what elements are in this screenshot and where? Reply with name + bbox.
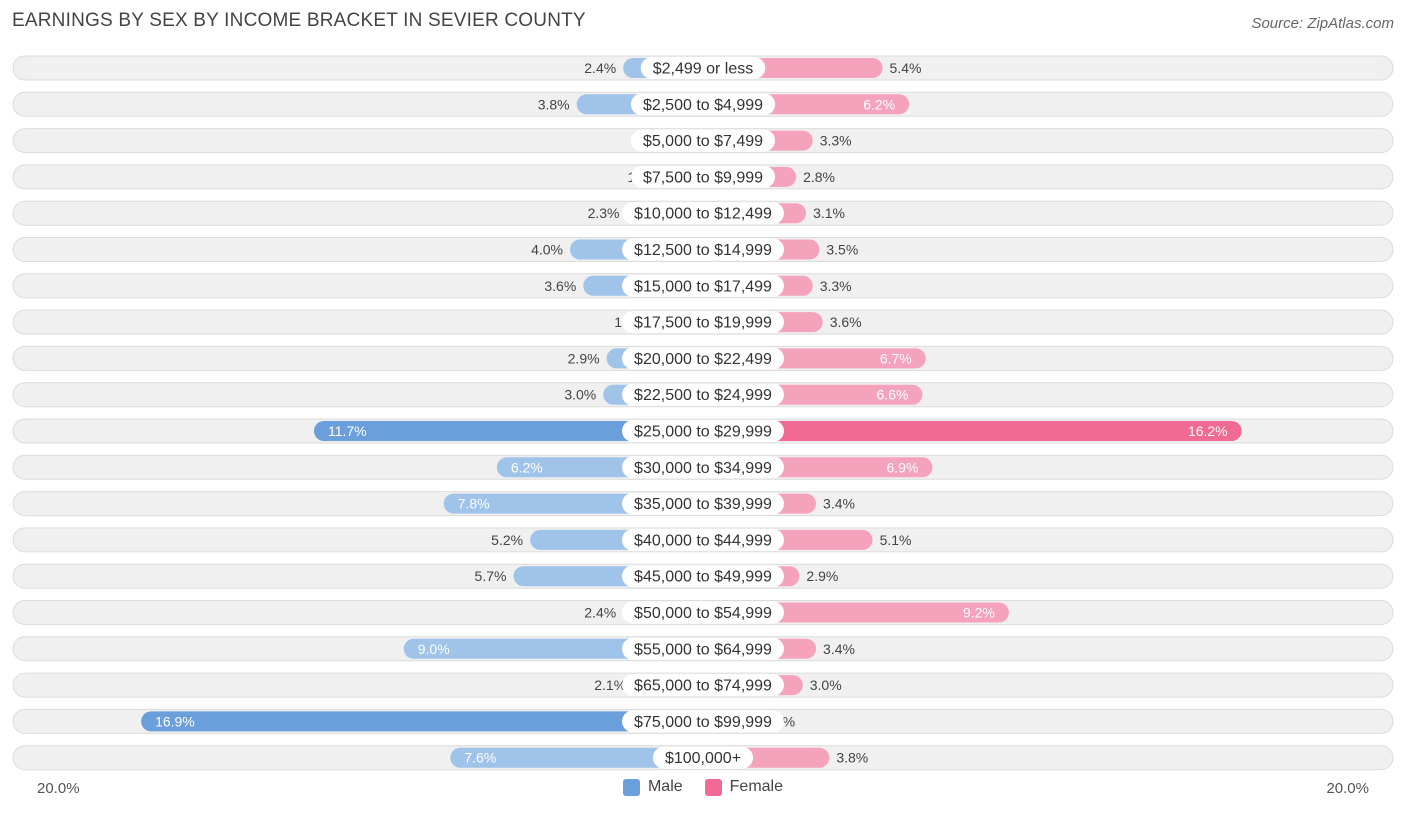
label-male: 3.0%: [564, 387, 596, 403]
label-male: 9.0%: [418, 641, 450, 657]
category-label: $2,500 to $4,999: [643, 97, 763, 114]
source-label: Source: ZipAtlas.com: [1251, 15, 1394, 32]
label-female: 9.2%: [963, 605, 995, 621]
category-pill: [622, 456, 784, 479]
bar-female: [703, 421, 1242, 441]
chart-svg: 2.4% 5.4% $2,499 or less 3.8% 6.2% $2,500 to …: [12, 55, 1394, 771]
category-label: $10,000 to $12,499: [634, 206, 772, 223]
label-male: 3.8%: [538, 96, 570, 112]
label-female: 5.1%: [880, 532, 912, 548]
label-female: 3.4%: [823, 496, 855, 512]
category-pill: [622, 637, 784, 660]
category-pill: [652, 746, 754, 769]
legend-label-female: Female: [729, 778, 784, 795]
label-female: 3.4%: [823, 641, 855, 657]
category-label: $12,500 to $14,999: [634, 242, 772, 259]
category-pill: [622, 238, 784, 261]
category-label: $22,500 to $24,999: [634, 387, 772, 404]
label-male: 2.4%: [584, 605, 616, 621]
legend-swatch-male: [622, 778, 640, 796]
label-male: 5.2%: [491, 532, 523, 548]
category-pill: [622, 710, 784, 733]
label-male: 16.9%: [155, 713, 195, 729]
legend-item-female[interactable]: Female: [704, 778, 784, 796]
category-label: $17,500 to $19,999: [634, 315, 772, 332]
label-female: 2.9%: [806, 568, 838, 584]
label-male: 2.9%: [568, 350, 600, 366]
axis-left-label: 20.0%: [37, 780, 80, 797]
bar-male: [141, 711, 703, 732]
category-pill: [622, 274, 784, 297]
label-male: 11.7%: [328, 423, 367, 439]
legend-item-male[interactable]: Male: [622, 778, 683, 796]
label-male: 4.0%: [531, 242, 563, 258]
category-label: $2,499 or less: [653, 61, 754, 78]
label-female: 3.6%: [830, 314, 862, 330]
category-label: $65,000 to $74,999: [634, 678, 772, 695]
legend-label-male: Male: [647, 778, 683, 795]
category-label: $35,000 to $39,999: [634, 496, 772, 513]
label-female: 6.9%: [887, 459, 919, 475]
category-label: $30,000 to $34,999: [634, 460, 772, 477]
category-label: $50,000 to $54,999: [634, 605, 772, 622]
category-pill: [622, 311, 784, 334]
label-male: 7.8%: [458, 496, 490, 512]
label-female: 2.8%: [803, 169, 835, 185]
label-male: 5.7%: [475, 568, 507, 584]
label-female: 16.2%: [1188, 423, 1228, 439]
label-female: 6.7%: [880, 350, 912, 366]
label-male: 2.1%: [594, 677, 626, 693]
category-pill: [622, 674, 784, 697]
category-label: $5,000 to $7,499: [643, 133, 763, 150]
bar-male: [313, 421, 703, 441]
category-pill: [630, 129, 776, 152]
category-pill: [630, 165, 776, 188]
chart-title: EARNINGS BY SEX BY INCOME BRACKET IN SEV…: [12, 10, 586, 31]
label-female: 6.6%: [877, 387, 909, 403]
label-male: 6.2%: [511, 459, 543, 475]
category-label: $25,000 to $29,999: [634, 424, 772, 441]
category-label: $55,000 to $64,999: [634, 641, 772, 658]
label-male: 2.3%: [588, 205, 620, 221]
category-pill: [622, 347, 784, 370]
axis-right-label: 20.0%: [1326, 780, 1369, 797]
label-female: 3.1%: [813, 205, 845, 221]
label-female: 3.0%: [810, 677, 842, 693]
label-male: 3.6%: [544, 278, 576, 294]
category-pill: [630, 93, 776, 116]
category-label: $45,000 to $49,999: [634, 569, 772, 586]
label-female: 6.2%: [863, 96, 895, 112]
category-label: $20,000 to $22,499: [634, 351, 772, 368]
bar-male: [450, 747, 703, 768]
category-pill: [622, 202, 784, 225]
legend-swatch-female: [704, 778, 722, 796]
category-pill: [622, 528, 784, 551]
category-label: $7,500 to $9,999: [643, 169, 763, 186]
label-male: 2.4%: [584, 60, 616, 76]
label-female: 3.3%: [820, 133, 852, 149]
label-female: 5.4%: [890, 60, 922, 76]
label-male: 7.6%: [464, 750, 496, 766]
category-pill: [622, 492, 784, 515]
category-label: $100,000+: [665, 750, 741, 767]
label-female: 3.5%: [826, 242, 858, 258]
category-label: $40,000 to $44,999: [634, 532, 772, 549]
category-label: $15,000 to $17,499: [634, 278, 772, 295]
label-female: 3.8%: [836, 750, 868, 766]
category-pill: [622, 420, 784, 442]
legend: Male Female: [0, 778, 1406, 796]
category-pill: [640, 57, 766, 79]
category-pill: [622, 383, 784, 406]
label-female: 3.3%: [820, 278, 852, 294]
category-pill: [622, 601, 784, 624]
category-pill: [622, 565, 784, 588]
category-label: $75,000 to $99,999: [634, 714, 772, 731]
